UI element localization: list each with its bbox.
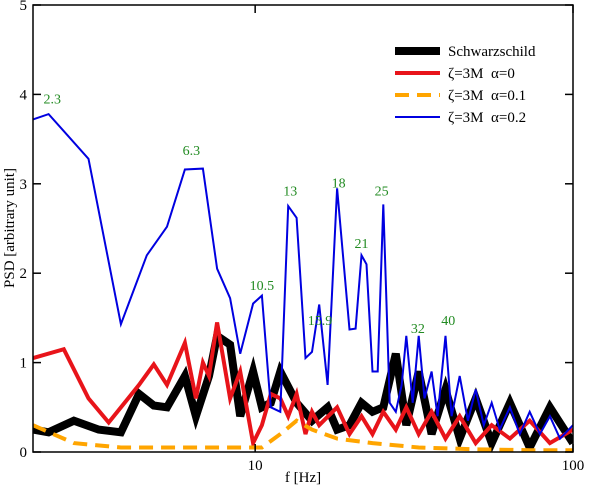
series-line <box>33 112 573 441</box>
legend-label: ζ=3M α=0.1 <box>448 88 526 104</box>
peak-annotation: 18 <box>332 176 346 191</box>
legend-label: ζ=3M α=0 <box>448 66 515 82</box>
plot-lines <box>33 112 573 452</box>
x-tick-label: 10 <box>248 458 263 474</box>
peak-annotation: 2.3 <box>44 92 62 107</box>
plot-frame <box>32 4 574 453</box>
peak-annotation: 21 <box>354 237 368 252</box>
legend-label: Schwarzschild <box>448 44 536 60</box>
legend-label: ζ=3M α=0.2 <box>448 110 526 126</box>
y-tick-label: 0 <box>20 445 28 461</box>
peak-annotation: 13 <box>283 184 297 199</box>
peak-annotation: 10.5 <box>250 279 275 294</box>
peak-annotation: 32 <box>411 322 425 337</box>
y-tick-label: 1 <box>20 356 28 372</box>
x-axis-label: f [Hz] <box>285 470 321 486</box>
x-tick-label: 100 <box>562 458 585 474</box>
y-tick-label: 2 <box>20 266 28 282</box>
y-tick-label: 4 <box>20 87 28 103</box>
peak-annotation: 40 <box>441 314 455 329</box>
series-line <box>33 322 573 450</box>
y-tick-label: 3 <box>20 177 28 193</box>
y-axis-label: PSD [arbitrary unit] <box>2 168 18 288</box>
series-line <box>33 329 573 452</box>
peak-annotation: 15.9 <box>308 314 333 329</box>
series-line <box>33 418 573 452</box>
peak-annotation: 6.3 <box>183 144 201 159</box>
peak-annotation: 25 <box>375 184 389 199</box>
y-tick-label: 5 <box>20 0 28 14</box>
